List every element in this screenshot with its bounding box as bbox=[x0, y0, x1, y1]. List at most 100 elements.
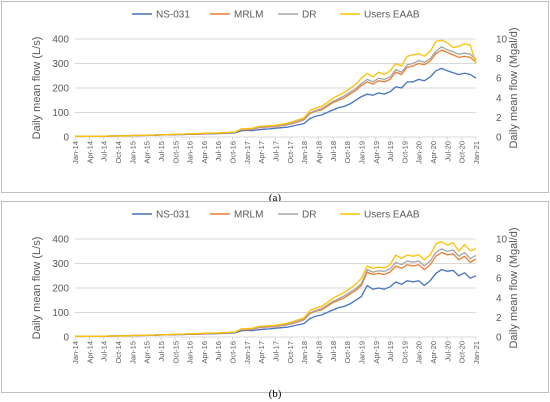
x-tick-label: Apr-17 bbox=[257, 341, 266, 364]
legend-label: Users EAAB bbox=[364, 10, 420, 21]
x-tick-label: Jul-20 bbox=[443, 341, 452, 361]
y2-axis-title: Daily mean flow (Mgal/d) bbox=[508, 227, 520, 348]
x-tick-label: Oct-14 bbox=[114, 141, 123, 164]
x-tick-label: Jul-16 bbox=[214, 141, 223, 161]
x-tick-label: Apr-15 bbox=[143, 141, 152, 164]
x-tick-label: Jul-19 bbox=[386, 141, 395, 161]
series-line-mrlm bbox=[75, 49, 477, 137]
legend-label: NS-031 bbox=[156, 10, 190, 21]
legend-label: MRLM bbox=[234, 210, 263, 221]
x-tick-label: Jan-20 bbox=[415, 141, 424, 164]
x-tick-label: Apr-17 bbox=[257, 141, 266, 164]
legend-label: NS-031 bbox=[156, 210, 190, 221]
y2-tick-label: 10 bbox=[496, 35, 508, 46]
y-tick-label: 0 bbox=[63, 133, 69, 144]
x-tick-label: Oct-19 bbox=[400, 141, 409, 164]
series-line-dr bbox=[75, 248, 477, 337]
line-chart-b: 0 100 200 300 400 0 2 4 6 8 10 Jan-14 Apr-14 Jul-14 Oc… bbox=[31, 210, 520, 364]
x-tick-label: Apr-15 bbox=[143, 341, 152, 364]
legend-label: MRLM bbox=[234, 10, 263, 21]
y2-tick-label: 4 bbox=[496, 93, 502, 104]
x-tick-label: Oct-20 bbox=[458, 141, 467, 164]
x-tick-label: Jan-15 bbox=[128, 341, 137, 364]
x-tick-label: Jan-14 bbox=[71, 341, 80, 364]
y-axis-title: Daily mean flow (L/s) bbox=[31, 237, 43, 340]
y2-axis-title: Daily mean flow (Mgal/d) bbox=[508, 27, 520, 148]
y2-tick-label: 6 bbox=[496, 274, 502, 285]
x-tick-label: Jul-14 bbox=[100, 141, 109, 161]
y-tick-label: 300 bbox=[52, 259, 69, 270]
y-tick-label: 400 bbox=[52, 235, 69, 246]
x-tick-label: Jan-16 bbox=[186, 141, 195, 164]
x-tick-label: Oct-19 bbox=[400, 341, 409, 364]
x-tick-label: Jul-17 bbox=[272, 141, 281, 161]
x-tick-label: Jan-18 bbox=[300, 341, 309, 364]
x-tick-label: Jan-21 bbox=[472, 141, 481, 164]
series-line-mrlm bbox=[75, 251, 477, 337]
legend-label: DR bbox=[302, 10, 316, 21]
x-tick-label: Jan-21 bbox=[472, 341, 481, 364]
x-tick-label: Jul-15 bbox=[157, 141, 166, 161]
y2-tick-label: 4 bbox=[496, 293, 502, 304]
y-tick-label: 200 bbox=[52, 84, 69, 95]
x-tick-label: Jul-16 bbox=[214, 341, 223, 361]
x-tick-label: Apr-14 bbox=[85, 341, 94, 364]
y-axis-title: Daily mean flow (L/s) bbox=[31, 37, 43, 140]
x-tick-label: Jul-18 bbox=[329, 341, 338, 361]
y2-tick-label: 0 bbox=[496, 333, 502, 344]
y2-tick-label: 0 bbox=[496, 133, 502, 144]
x-tick-label: Oct-15 bbox=[171, 341, 180, 364]
chart-panel-a: 0 100 200 300 400 0 2 4 6 8 10 Jan-14 Apr-14 Jul-14 Oc… bbox=[1, 1, 549, 193]
x-tick-label: Jan-19 bbox=[357, 341, 366, 364]
x-tick-label: Jan-15 bbox=[128, 141, 137, 164]
x-tick-label: Oct-17 bbox=[286, 141, 295, 164]
x-tick-label: Jul-19 bbox=[386, 341, 395, 361]
y2-tick-label: 8 bbox=[496, 54, 502, 65]
x-tick-label: Jul-20 bbox=[443, 141, 452, 161]
x-tick-label: Apr-18 bbox=[314, 141, 323, 164]
y-tick-label: 100 bbox=[52, 308, 69, 319]
x-tick-label: Oct-20 bbox=[458, 341, 467, 364]
y2-tick-label: 10 bbox=[496, 235, 508, 246]
x-tick-label: Oct-18 bbox=[343, 341, 352, 364]
y-tick-label: 400 bbox=[52, 35, 69, 46]
x-tick-label: Jan-19 bbox=[357, 141, 366, 164]
x-tick-label: Jul-18 bbox=[329, 141, 338, 161]
x-tick-label: Apr-16 bbox=[200, 341, 209, 364]
x-tick-label: Jul-17 bbox=[272, 341, 281, 361]
x-tick-label: Oct-16 bbox=[229, 341, 238, 364]
x-tick-label: Jan-18 bbox=[300, 141, 309, 164]
y2-tick-label: 8 bbox=[496, 254, 502, 265]
y-tick-label: 0 bbox=[63, 333, 69, 344]
x-tick-label: Apr-18 bbox=[314, 341, 323, 364]
legend-label: DR bbox=[302, 210, 316, 221]
x-tick-label: Jan-14 bbox=[71, 141, 80, 164]
x-tick-label: Oct-14 bbox=[114, 341, 123, 364]
x-tick-label: Oct-16 bbox=[229, 141, 238, 164]
x-tick-label: Jan-17 bbox=[243, 141, 252, 164]
x-tick-label: Jul-14 bbox=[100, 341, 109, 361]
x-tick-label: Jul-15 bbox=[157, 341, 166, 361]
x-tick-label: Apr-20 bbox=[429, 141, 438, 164]
x-tick-label: Apr-20 bbox=[429, 341, 438, 364]
chart-panel-b: 0 100 200 300 400 0 2 4 6 8 10 Jan-14 Apr-14 Jul-14 Oc… bbox=[1, 201, 549, 393]
line-chart-a: 0 100 200 300 400 0 2 4 6 8 10 Jan-14 Apr-14 Jul-14 Oc… bbox=[31, 10, 520, 164]
x-tick-label: Oct-15 bbox=[171, 141, 180, 164]
series-line-users-eaab bbox=[75, 240, 477, 337]
y-tick-label: 100 bbox=[52, 108, 69, 119]
y-tick-label: 300 bbox=[52, 59, 69, 70]
x-tick-label: Apr-14 bbox=[85, 141, 94, 164]
y2-tick-label: 6 bbox=[496, 74, 502, 85]
x-tick-label: Apr-19 bbox=[372, 141, 381, 164]
x-tick-label: Oct-18 bbox=[343, 141, 352, 164]
x-tick-label: Apr-19 bbox=[372, 341, 381, 364]
x-tick-label: Jan-16 bbox=[186, 341, 195, 364]
x-tick-label: Oct-17 bbox=[286, 341, 295, 364]
x-tick-label: Jan-20 bbox=[415, 341, 424, 364]
y2-tick-label: 2 bbox=[496, 313, 502, 324]
legend-label: Users EAAB bbox=[364, 210, 420, 221]
series-line-dr bbox=[75, 46, 477, 137]
y-tick-label: 200 bbox=[52, 284, 69, 295]
caption-b: (b) bbox=[268, 388, 282, 400]
x-tick-label: Apr-16 bbox=[200, 141, 209, 164]
